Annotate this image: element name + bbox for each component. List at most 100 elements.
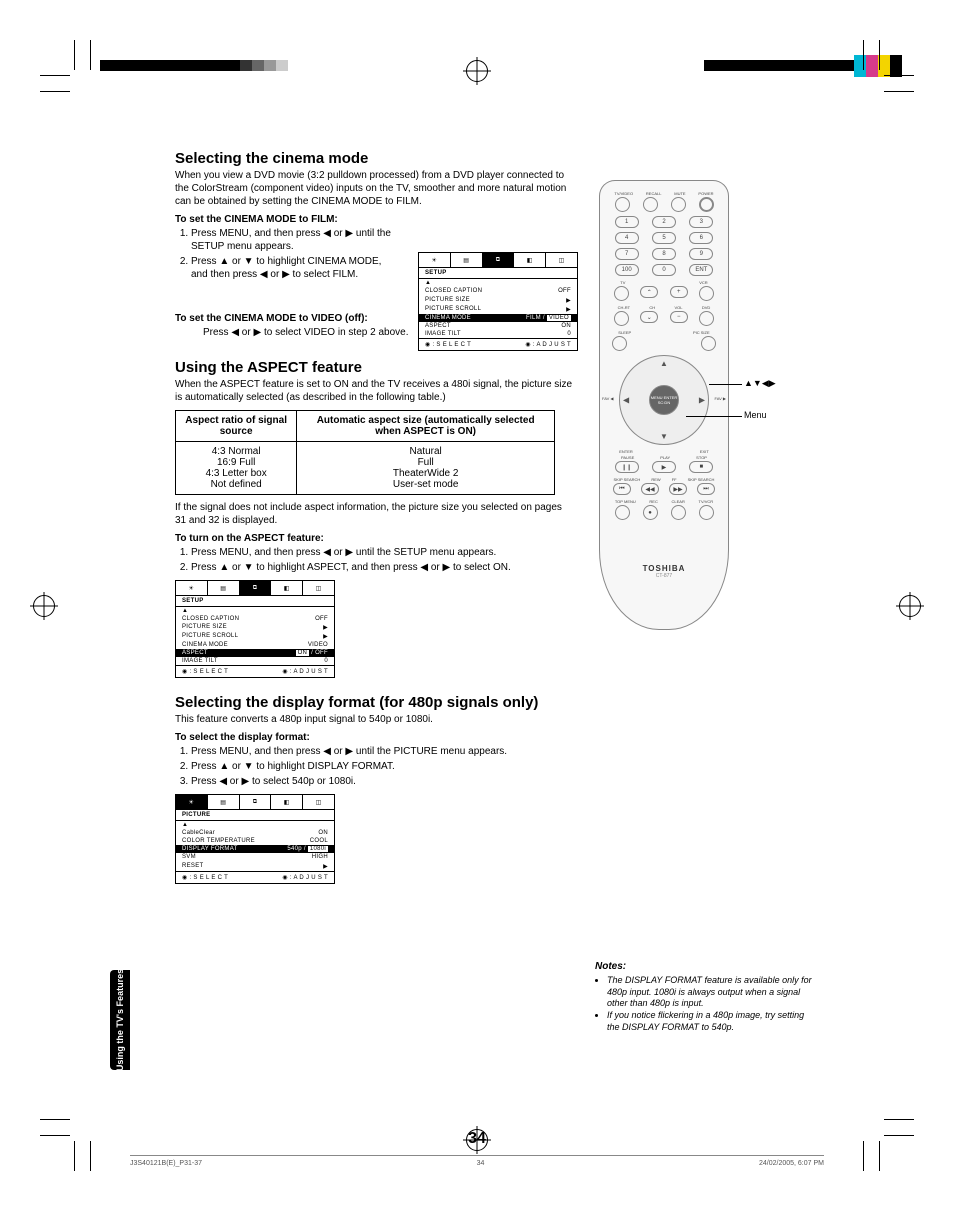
- osd-setup-aspect: ☀ ▤ ⧉ ◧ ◫ SETUP ▲ CLOSED CAPTIONOFF PICT…: [175, 580, 335, 678]
- remote-btn-label: FAV ▶: [715, 396, 726, 401]
- num-button: 0: [652, 264, 676, 276]
- vcr-button: [699, 286, 714, 301]
- num-button: 5: [652, 232, 676, 244]
- power-button: [699, 197, 714, 212]
- subheading: To turn on the ASPECT feature:: [175, 533, 575, 544]
- section-tab: Using the TV's Features: [110, 970, 130, 1070]
- num-button: ENT: [689, 264, 713, 276]
- osd-row-label: ASPECT: [182, 650, 208, 656]
- vol-down-button: −: [670, 311, 688, 323]
- remote-btn-label: PAUSE: [621, 455, 634, 460]
- ch-up-button: ⌃: [640, 286, 658, 298]
- remote-btn-label: POWER: [698, 191, 713, 196]
- remote-btn-label: PIC SIZE: [693, 330, 710, 335]
- num-button: 3: [689, 216, 713, 228]
- osd-footer: ◉ : A D J U S T: [282, 874, 328, 881]
- num-button: 1: [615, 216, 639, 228]
- remote-btn-label: SLEEP: [618, 330, 631, 335]
- num-button: 100: [615, 264, 639, 276]
- remote-btn-label: CH-RT: [618, 305, 630, 310]
- osd-tab-icon: ⧉: [240, 581, 272, 595]
- step: Press MENU, and then press ◀ or ▶ until …: [191, 546, 575, 559]
- num-button: 9: [689, 248, 713, 260]
- rec-button: ●: [643, 505, 658, 520]
- dvd-button: [699, 311, 714, 326]
- table-header: Aspect ratio of signal source: [176, 411, 297, 442]
- remote-btn-label: ENTER: [619, 449, 633, 454]
- osd-tab-icon: ☀: [176, 581, 208, 595]
- osd-row-label: COLOR TEMPERATURE: [182, 838, 255, 844]
- remote-btn-label: FF: [672, 477, 677, 482]
- pause-button: ❙❙: [615, 461, 639, 473]
- osd-row-label: PICTURE SCROLL: [182, 633, 238, 640]
- picsize-button: [701, 336, 716, 351]
- num-button: 2: [652, 216, 676, 228]
- remote-btn-label: TV/VCR: [699, 499, 714, 504]
- remote-btn-label: SKIP SEARCH: [614, 477, 641, 482]
- osd-tab-icon: ◫: [303, 795, 334, 809]
- step: Press MENU, and then press ◀ or ▶ until …: [191, 745, 575, 758]
- osd-row-value: COOL: [310, 838, 328, 844]
- osd-row-value: ▶: [323, 863, 328, 870]
- osd-tab-icon: ◫: [303, 581, 334, 595]
- remote-btn-label: STOP: [696, 455, 707, 460]
- recall-button: [643, 197, 658, 212]
- registration-mark-icon: [33, 595, 55, 617]
- menu-enter-button: MENU ENTER SC:DN: [649, 385, 679, 415]
- osd-row-label: DISPLAY FORMAT: [182, 846, 238, 852]
- step: Press ▲ or ▼ to highlight DISPLAY FORMAT…: [191, 760, 575, 773]
- subheading: To set the CINEMA MODE to FILM:: [175, 214, 575, 225]
- clear-button: [671, 505, 686, 520]
- remote-btn-label: TV/VIDEO: [614, 191, 633, 196]
- step: Press ▲ or ▼ to highlight CINEMA MODE, a…: [191, 255, 395, 281]
- remote-btn-label: SKIP SEARCH: [688, 477, 715, 482]
- osd-tab-icon: ▤: [208, 581, 240, 595]
- remote-illustration: TV/VIDEO RECALL MUTE POWER 123 456 789 1…: [599, 180, 814, 630]
- osd-title: PICTURE: [176, 810, 334, 821]
- tv-video-button: [615, 197, 630, 212]
- osd-tab-icon: ☀: [176, 795, 208, 809]
- ff-button: ▶▶: [669, 483, 687, 495]
- osd-row-label: RESET: [182, 863, 204, 870]
- section-heading: Selecting the display format (for 480p s…: [175, 694, 575, 711]
- page-number: 34: [468, 1130, 486, 1148]
- stop-button: ■: [689, 461, 713, 473]
- remote-btn-label: REW: [651, 477, 660, 482]
- osd-row-label: SVM: [182, 854, 196, 860]
- num-button: 6: [689, 232, 713, 244]
- subheading: To select the display format:: [175, 732, 575, 743]
- osd-row-value: VIDEO: [308, 642, 328, 648]
- osd-picture: ☀ ▤ ⧉ ◧ ◫ PICTURE ▲ CableClearON COLOR T…: [175, 794, 335, 884]
- osd-row-value: ON: [318, 830, 328, 836]
- remote-btn-label: PLAY: [660, 455, 670, 460]
- footer-filename: J3S40121B(E)_P31-37: [130, 1160, 202, 1167]
- vol-up-button: +: [670, 286, 688, 298]
- osd-tab-icon: ▤: [208, 795, 240, 809]
- section-heading: Selecting the cinema mode: [175, 150, 575, 167]
- osd-tab-icon: ⧉: [240, 795, 272, 809]
- subheading: To set the CINEMA MODE to VIDEO (off):: [175, 313, 575, 324]
- osd-footer: ◉ : A D J U S T: [282, 668, 328, 675]
- step: Press ◀ or ▶ to select 540p or 1080i.: [191, 775, 575, 788]
- left-arrow-icon: ◀: [623, 396, 629, 405]
- topmenu-button: [615, 505, 630, 520]
- osd-row-label: CLOSED CAPTION: [182, 616, 239, 622]
- remote-btn-label: CLEAR: [672, 499, 685, 504]
- osd-row-value: ▶: [323, 624, 328, 631]
- osd-footer: ◉ : S E L E C T: [182, 874, 228, 881]
- notes-title: Notes:: [595, 960, 815, 973]
- skip-fwd-button: ⏭: [697, 483, 715, 495]
- footer-divider: [130, 1155, 824, 1156]
- body-text: Press ◀ or ▶ to select VIDEO in step 2 a…: [175, 326, 575, 339]
- registration-mark-icon: [899, 595, 921, 617]
- osd-row-value: OFF: [315, 616, 328, 622]
- tv-button: [614, 286, 629, 301]
- dpad: ▲ ▼ ◀ ▶ MENU ENTER SC:DN: [619, 355, 709, 445]
- table-cell: Natural Full TheaterWide 2 User-set mode: [297, 442, 555, 495]
- osd-tab-icon: ◧: [271, 795, 303, 809]
- tvvcr-button: [699, 505, 714, 520]
- chrun-button: [614, 311, 629, 326]
- osd-title: SETUP: [176, 596, 334, 607]
- osd-footer: ◉ : S E L E C T: [182, 668, 228, 675]
- body-text: When you view a DVD movie (3:2 pulldown …: [175, 169, 575, 208]
